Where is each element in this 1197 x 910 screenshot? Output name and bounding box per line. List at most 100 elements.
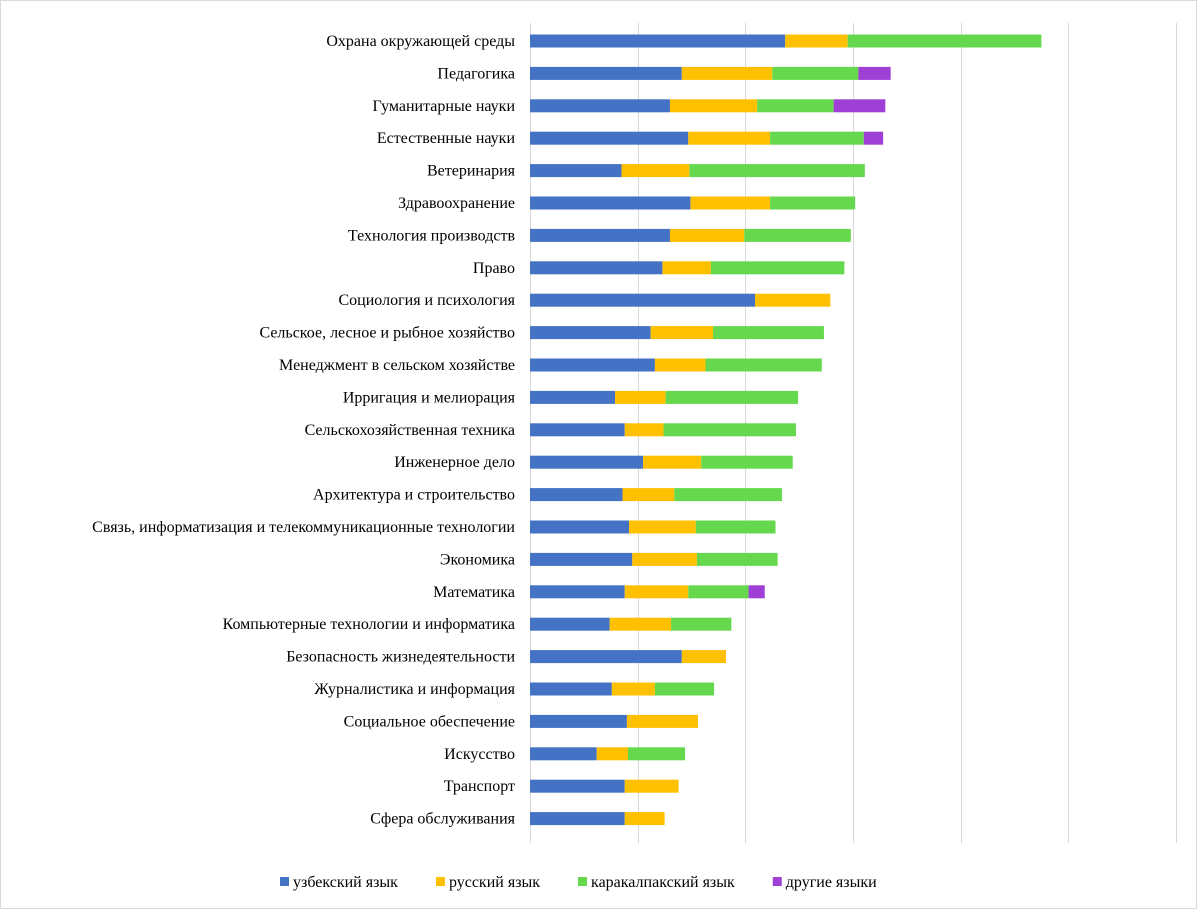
bar-segment [770, 196, 856, 210]
category-label: Журналистика и информация [314, 681, 515, 698]
legend-label: другие языки [786, 874, 877, 891]
bar-segment [654, 682, 715, 696]
legend-swatch [280, 877, 289, 886]
bar-segment [596, 747, 628, 761]
category-label: Сфера обслуживания [370, 811, 515, 828]
category-label: Математика [433, 584, 515, 601]
bar-segment [530, 488, 623, 502]
bar-segment [624, 779, 679, 793]
bar-segment [530, 34, 786, 48]
bar-segment [755, 293, 831, 307]
category-label: Ирригация и мелиорация [343, 389, 516, 406]
legend-swatch [772, 877, 782, 886]
category-label: Социология и психология [339, 292, 516, 309]
bar-segment [665, 390, 799, 404]
bar-segment [530, 293, 756, 307]
bar-segment [530, 779, 625, 793]
bar-segment [863, 131, 884, 145]
bar-segment [530, 585, 625, 599]
category-label: Здравоохранение [398, 195, 515, 212]
bar-segment [695, 520, 776, 534]
bar-segment [629, 520, 696, 534]
bar-segment [530, 164, 622, 178]
legend-swatch [435, 877, 445, 886]
category-label: Менеджмент в сельском хозяйстве [279, 357, 515, 374]
bar-segment [611, 682, 655, 696]
bars [530, 34, 1042, 826]
bar-segment [530, 552, 633, 566]
category-label: Гуманитарные науки [372, 98, 515, 115]
bar-segment [624, 812, 665, 826]
bar-segment [690, 196, 771, 210]
bar-segment [669, 99, 758, 113]
category-label: Архитектура и строительство [313, 487, 515, 504]
bar-segment [530, 650, 682, 664]
category-label: Право [473, 260, 515, 277]
legend-label: русский язык [449, 874, 540, 891]
bar-segment [530, 261, 663, 275]
category-label: Сельское, лесное и рыбное хозяйство [259, 325, 515, 342]
bar-segment [624, 585, 689, 599]
bar-segment [772, 66, 859, 80]
category-label: Безопасность жизнедеятельности [286, 649, 515, 666]
bar-segment [627, 747, 686, 761]
bar-segment [530, 455, 644, 469]
bar-segment [621, 164, 690, 178]
category-label: Педагогика [437, 65, 515, 82]
bar-segment [669, 228, 745, 242]
bar-segment [530, 228, 670, 242]
category-label: Инженерное дело [394, 454, 515, 471]
bar-segment [530, 99, 670, 113]
bar-segment [530, 390, 616, 404]
legend-label: узбекский язык [293, 874, 398, 891]
legend: узбекский язык русский язык каракалпакский… [280, 874, 877, 891]
bar-segment [530, 682, 612, 696]
bar-segment [689, 164, 865, 178]
category-label: Связь, информатизация и телекоммуникацио… [92, 519, 515, 536]
bar-segment [530, 812, 625, 826]
category-label: Социальное обеспечение [344, 713, 515, 730]
category-label: Транспорт [444, 778, 515, 795]
legend-label: каракалпакский язык [591, 874, 735, 891]
bar-segment [688, 131, 771, 145]
bar-segment [609, 617, 672, 631]
bar-segment [530, 358, 655, 372]
bar-segment [654, 358, 706, 372]
bar-segment [858, 66, 891, 80]
bar-segment [530, 131, 689, 145]
bar-segment [681, 650, 726, 664]
category-labels: Охрана окружающей среды Педагогика Гуманит… [92, 33, 515, 828]
bar-segment [713, 326, 824, 340]
category-label: Технология производств [348, 227, 516, 244]
bar-segment [530, 326, 651, 340]
bar-segment [624, 423, 664, 437]
bar-segment [748, 585, 765, 599]
bar-segment [530, 423, 625, 437]
bar-segment [701, 455, 793, 469]
bar-segment [530, 520, 630, 534]
bar-segment [530, 747, 597, 761]
bar-segment [705, 358, 822, 372]
bar-segment [674, 488, 782, 502]
bar-segment [650, 326, 714, 340]
bar-segment [744, 228, 851, 242]
bar-segment [710, 261, 845, 275]
bar-segment [696, 552, 778, 566]
category-label: Экономика [440, 551, 515, 568]
bar-segment [681, 66, 773, 80]
category-label: Искусство [444, 746, 515, 763]
legend-swatch [578, 877, 588, 886]
bar-segment [626, 714, 698, 728]
bar-segment [643, 455, 702, 469]
category-label: Ветеринария [427, 163, 516, 180]
bar-segment [847, 34, 1042, 48]
bar-segment [662, 261, 711, 275]
bar-segment [530, 714, 627, 728]
bar-segment [757, 99, 834, 113]
bar-segment [688, 585, 749, 599]
bar-segment [530, 617, 610, 631]
bar-segment [615, 390, 666, 404]
bar-segment [663, 423, 796, 437]
